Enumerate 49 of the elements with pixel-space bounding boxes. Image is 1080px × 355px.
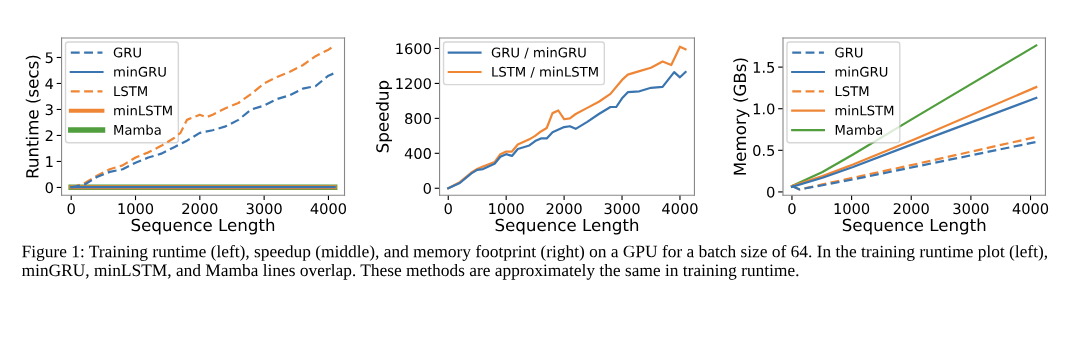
y-tick-label: 0	[45, 182, 53, 194]
x-tick-label: 0	[788, 203, 796, 215]
legend-label: GRU / minGRU	[491, 47, 586, 59]
legend-label: Mamba	[114, 124, 161, 135]
y-tick-label: 1200	[396, 78, 431, 90]
y-tick-label: 0	[423, 182, 431, 195]
legend-label: LSTM / minLSTM	[492, 66, 598, 78]
y-tick-label: 0.5	[753, 145, 775, 157]
legend-label: LSTM	[835, 86, 869, 97]
x-tick-label: 2000	[182, 203, 218, 215]
x-tick-label: 1000	[118, 203, 154, 215]
x-tick-label: 4000	[310, 203, 347, 215]
x-tick-label: 2000	[893, 203, 929, 215]
x-tick-label: 4000	[1012, 203, 1049, 215]
y-tick-label: 3	[45, 104, 53, 116]
x-tick-label: 1000	[489, 203, 524, 215]
y-tick-label: 1600	[396, 43, 431, 55]
x-tick-label: 2000	[546, 203, 582, 215]
x-axis-title: Sequence Length	[495, 218, 639, 235]
x-tick-label: 3000	[246, 203, 282, 215]
legend-label: GRU	[835, 47, 863, 58]
y-tick-label: 5	[45, 52, 53, 64]
x-tick-label: 3000	[953, 203, 989, 215]
y-axis-title: Speedup	[375, 80, 393, 153]
x-axis-title: Sequence Length	[842, 218, 986, 235]
y-tick-label: 0	[767, 186, 775, 198]
legend-label: minLSTM	[114, 105, 172, 116]
legend-label: minGRU	[835, 66, 888, 77]
y-tick-label: 400	[404, 148, 431, 160]
x-tick-label: 4000	[662, 203, 698, 215]
legend-label: Mamba	[835, 124, 883, 135]
y-tick-label: 2	[45, 130, 53, 141]
y-tick-label: 800	[405, 113, 431, 125]
x-tick-label: 0	[67, 203, 75, 215]
y-tick-label: 1	[46, 156, 53, 167]
y-tick-label: 4	[45, 78, 54, 90]
legend-label: minGRU	[114, 66, 166, 77]
legend-label: GRU	[113, 47, 141, 58]
y-tick-label: 1.5	[753, 62, 775, 73]
y-axis-title: Memory (GBs)	[733, 58, 750, 175]
legend-label: minLSTM	[835, 105, 894, 116]
y-tick-label: 1.0	[753, 103, 775, 115]
x-tick-label: 1000	[834, 203, 870, 215]
x-tick-label: 0	[444, 203, 452, 215]
y-axis-title: Runtime (secs)	[25, 55, 41, 178]
caption: Figure 1: Training runtime (left), speedup (middle), and memory footprint (right) on a GPU for a batch size of 64. In the training runtime plot (left), minGRU, minLSTM, and Mamba lines overlap. These methods are approximately the same in training runtime.	[21, 244, 1047, 280]
legend-label: LSTM	[114, 86, 147, 97]
x-tick-label: 3000	[604, 203, 640, 215]
x-axis-title: Sequence Length	[131, 218, 275, 235]
